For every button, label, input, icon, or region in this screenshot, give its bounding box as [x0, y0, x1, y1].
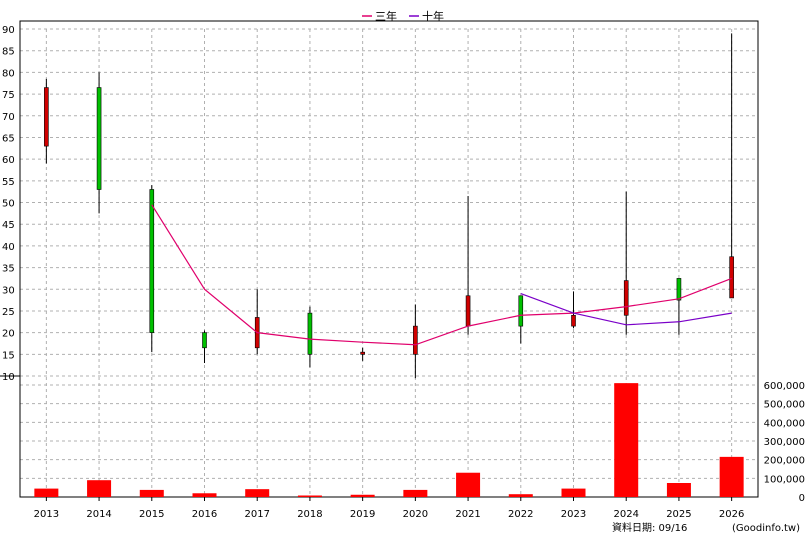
three-year-line [151, 204, 732, 346]
price-tick-label: 70 [2, 112, 15, 123]
price-tick-label: 60 [2, 155, 15, 166]
volume-bar [87, 480, 112, 497]
volume-bar [614, 383, 639, 497]
candle-body [623, 280, 629, 316]
volume-bar [350, 494, 375, 497]
volume-y-axis: 0 100,000 200,000 300,000 400,000 500,000 600,… [764, 381, 805, 504]
x-tick-label: 2014 [86, 509, 111, 520]
x-tick-label: 2020 [403, 509, 428, 520]
volume-bar [719, 456, 744, 497]
candle-body [676, 278, 682, 301]
price-tick-label: 50 [2, 199, 15, 210]
price-tick-label: 45 [2, 220, 15, 231]
price-tick-label: 15 [2, 350, 15, 361]
volume-tick-label: 600,000 [764, 381, 805, 392]
candle-body [149, 189, 155, 333]
plot-border [19, 20, 759, 498]
volume-bars [34, 383, 744, 497]
candle-body [729, 256, 734, 299]
candle-body [571, 314, 576, 327]
price-tick-label: 65 [2, 133, 15, 144]
volume-bar [456, 472, 481, 497]
candle-body [413, 325, 418, 355]
price-tick-label: 10 [2, 372, 15, 383]
x-tick-label: 2023 [561, 509, 586, 520]
price-tick-label: 80 [2, 68, 15, 79]
x-tick-label: 2022 [508, 509, 533, 520]
footer-source: (Goodinfo.tw) [732, 523, 800, 534]
price-tick-label: 35 [2, 264, 15, 275]
volume-tick-label: 300,000 [764, 437, 805, 448]
price-tick-label: 40 [2, 242, 15, 253]
volume-tick-label: 0 [799, 493, 805, 504]
candle-body [44, 87, 49, 147]
plot-frame [0, 20, 759, 498]
volume-bar [297, 495, 322, 497]
volume-bar [192, 493, 217, 497]
volume-bar [561, 488, 586, 497]
x-tick-label: 2021 [455, 509, 480, 520]
price-tick-label: 25 [2, 307, 15, 318]
footer-date: 資料日期: 09/16 [612, 521, 687, 534]
candlesticks [44, 33, 734, 379]
x-tick-label: 2026 [719, 509, 744, 520]
legend-label-three-year: 三年 [375, 9, 397, 23]
grid [20, 28, 758, 498]
candle-body [96, 87, 102, 190]
x-tick-label: 2013 [34, 509, 59, 520]
volume-bar [508, 494, 533, 497]
volume-bar [245, 489, 270, 497]
moving-average-lines [151, 204, 732, 346]
volume-tick-label: 200,000 [764, 456, 805, 467]
x-tick-label: 2015 [139, 509, 164, 520]
volume-tick-label: 400,000 [764, 418, 805, 429]
price-tick-label: 85 [2, 47, 15, 58]
price-tick-label: 20 [2, 329, 15, 340]
x-tick-label: 2018 [297, 509, 322, 520]
price-tick-label: 75 [2, 90, 15, 101]
x-tick-label: 2024 [613, 509, 638, 520]
price-tick-label: 30 [2, 285, 15, 296]
x-axis: 2013 2014 2015 2016 2017 2018 2019 2020 2021 2022… [34, 497, 744, 520]
volume-tick-label: 100,000 [764, 474, 805, 485]
volume-bar [403, 489, 428, 497]
legend: 三年 十年 [362, 9, 444, 23]
legend-label-ten-year: 十年 [422, 9, 444, 23]
candle-body [202, 332, 207, 349]
x-tick-label: 2025 [666, 509, 691, 520]
x-tick-label: 2016 [192, 509, 217, 520]
candle-body [360, 351, 365, 355]
volume-bar [34, 488, 59, 497]
candle-body [307, 312, 313, 355]
x-tick-label: 2017 [244, 509, 269, 520]
price-tick-label: 55 [2, 177, 15, 188]
price-y-axis: 10 15 20 25 30 35 40 45 50 55 60 65 70 75 80 85 90 [2, 25, 15, 383]
volume-bar [666, 483, 691, 497]
candle-body [518, 295, 524, 327]
candle-body [465, 295, 471, 327]
volume-bar [139, 489, 164, 497]
volume-tick-label: 500,000 [764, 400, 805, 411]
price-tick-label: 90 [2, 25, 15, 36]
x-tick-label: 2019 [350, 509, 375, 520]
ten-year-line [520, 293, 732, 326]
